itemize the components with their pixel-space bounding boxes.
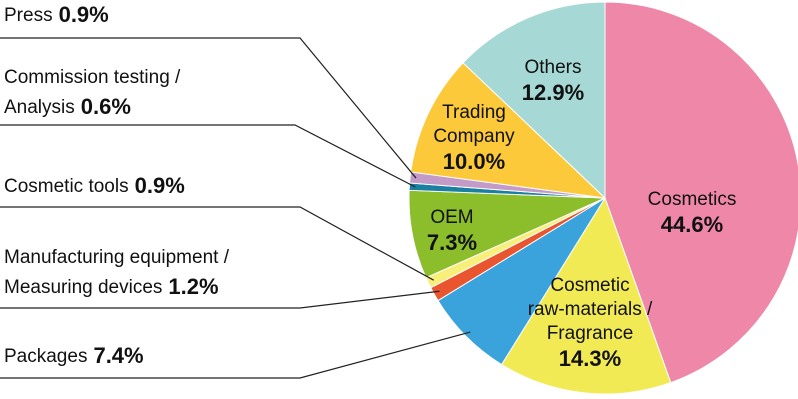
- label-line: Cosmetics: [648, 189, 737, 210]
- label-line: Trading: [442, 102, 506, 123]
- label-line: Analysis: [4, 97, 75, 118]
- pie-slice: [604, 1, 798, 384]
- label-line: Cosmetic: [550, 275, 629, 296]
- value-label: 1.2%: [168, 274, 218, 299]
- pie-slice: [500, 196, 672, 395]
- value-label: 7.3%: [427, 230, 477, 255]
- label-line: Packages: [4, 346, 87, 367]
- label-line: Company: [433, 126, 515, 147]
- slice-label: Packages: [4, 346, 87, 367]
- slice-label: OEM: [430, 207, 473, 228]
- label-line: raw-materials /: [528, 299, 653, 320]
- leader-line: [0, 124, 416, 188]
- label-line: Others: [524, 57, 581, 78]
- slice-label: Press: [4, 5, 53, 26]
- leader-line: [0, 290, 440, 309]
- value-label: 0.9%: [135, 173, 185, 198]
- slice-label: Cosmetics: [648, 189, 737, 210]
- slice-label: Cosmetic tools: [4, 176, 129, 197]
- label-line: Measuring devices: [4, 277, 162, 298]
- label-line: OEM: [430, 207, 473, 228]
- slice-label: Cosmetic raw-materials / Fragrance: [528, 275, 653, 344]
- slice-label: Commission testing / Analysis: [4, 67, 181, 118]
- value-label: 0.6%: [81, 94, 131, 119]
- label-line: Manufacturing equipment /: [4, 247, 230, 268]
- label-line: Commission testing /: [4, 67, 181, 88]
- value-label: 44.6%: [661, 212, 723, 237]
- value-label: 0.9%: [59, 2, 109, 27]
- slice-label: Trading Company: [433, 102, 515, 147]
- leader-line: [0, 331, 471, 379]
- pie-slice: [410, 62, 607, 199]
- slice-label: Manufacturing equipment / Measuring devic…: [4, 247, 230, 298]
- value-label: 12.9%: [522, 80, 584, 105]
- pie-slice: [462, 1, 606, 200]
- value-label: 10.0%: [443, 149, 505, 174]
- value-label: 7.4%: [93, 343, 143, 368]
- label-line: Fragrance: [547, 323, 634, 344]
- leader-line: [0, 37, 417, 179]
- leader-line: [0, 206, 434, 281]
- label-line: Press: [4, 5, 53, 26]
- label-line: Cosmetic tools: [4, 176, 129, 197]
- slice-label: Others: [524, 57, 581, 78]
- value-label: 14.3%: [559, 346, 621, 371]
